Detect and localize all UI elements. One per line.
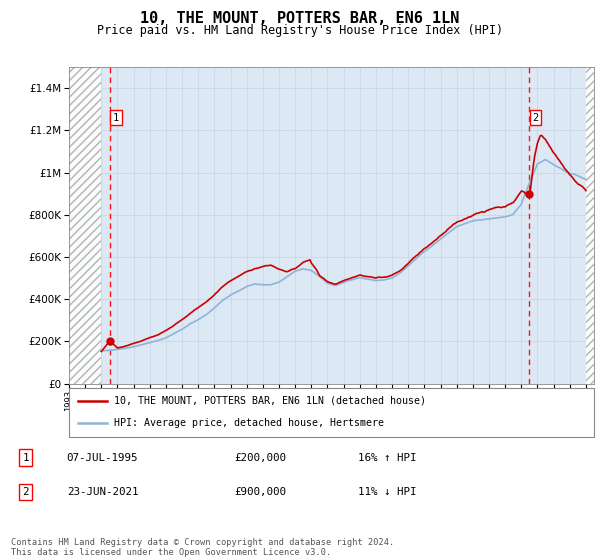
Text: 1: 1: [22, 452, 29, 463]
FancyBboxPatch shape: [69, 388, 594, 437]
Text: 16% ↑ HPI: 16% ↑ HPI: [358, 452, 416, 463]
Text: 10, THE MOUNT, POTTERS BAR, EN6 1LN: 10, THE MOUNT, POTTERS BAR, EN6 1LN: [140, 11, 460, 26]
Text: 11% ↓ HPI: 11% ↓ HPI: [358, 487, 416, 497]
Text: 10, THE MOUNT, POTTERS BAR, EN6 1LN (detached house): 10, THE MOUNT, POTTERS BAR, EN6 1LN (det…: [113, 396, 425, 406]
Text: HPI: Average price, detached house, Hertsmere: HPI: Average price, detached house, Hert…: [113, 418, 383, 428]
Bar: [69, 67, 101, 384]
Text: £200,000: £200,000: [234, 452, 286, 463]
Text: 07-JUL-1995: 07-JUL-1995: [67, 452, 138, 463]
Text: £900,000: £900,000: [234, 487, 286, 497]
Text: 1: 1: [113, 113, 119, 123]
Text: 23-JUN-2021: 23-JUN-2021: [67, 487, 138, 497]
Text: 2: 2: [532, 113, 539, 123]
Text: Contains HM Land Registry data © Crown copyright and database right 2024.
This d: Contains HM Land Registry data © Crown c…: [11, 538, 394, 557]
Bar: [586, 67, 594, 384]
Text: 2: 2: [22, 487, 29, 497]
Text: Price paid vs. HM Land Registry's House Price Index (HPI): Price paid vs. HM Land Registry's House …: [97, 24, 503, 36]
